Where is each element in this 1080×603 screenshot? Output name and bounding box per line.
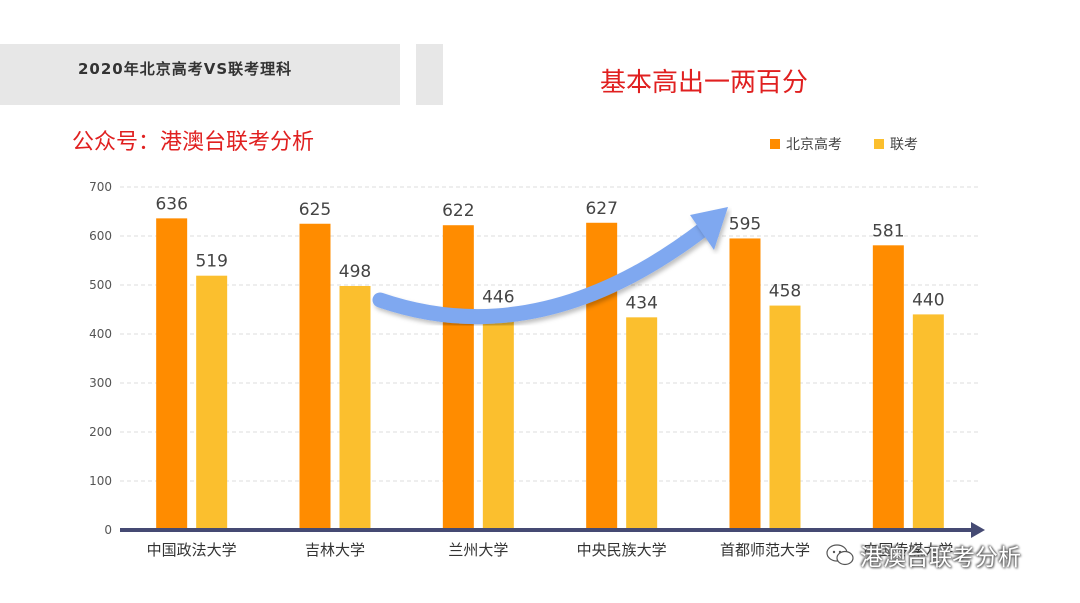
data-label: 434 — [625, 293, 657, 313]
liankao-bar — [482, 311, 514, 530]
beijing-bar — [156, 218, 188, 531]
trend-arrow — [372, 220, 713, 325]
legend-item-liankao: 联考 — [874, 134, 918, 154]
y-tick-label: 600 — [89, 229, 112, 243]
data-label: 498 — [339, 262, 371, 282]
headline: 基本高出一两百分 — [600, 68, 809, 98]
y-tick-label: 200 — [89, 425, 112, 439]
subtitle: 公众号：港澳台联考分析 — [72, 130, 315, 155]
header-band — [0, 44, 400, 105]
liankao-bar — [196, 275, 228, 530]
x-tick-label: 中央民族大学 — [577, 541, 667, 559]
y-tick-label: 500 — [89, 278, 112, 292]
watermark: 港澳台联考分析 — [826, 538, 1021, 572]
x-tick-label: 中国传媒大学 — [863, 541, 953, 559]
liankao-bar — [339, 285, 371, 530]
y-tick-label: 700 — [89, 180, 112, 194]
data-label: 581 — [872, 221, 904, 241]
x-tick-label: 首都师范大学 — [720, 541, 810, 559]
liankao-bar — [769, 305, 801, 530]
legend-item-beijing: 北京高考 — [770, 134, 842, 154]
data-label: 440 — [912, 290, 944, 310]
legend: 北京高考 联考 — [770, 134, 918, 154]
watermark-text: 港澳台联考分析 — [860, 545, 1021, 571]
y-tick-label: 400 — [89, 327, 112, 341]
liankao-bar — [912, 314, 944, 530]
data-label: 519 — [195, 252, 227, 272]
beijing-bar — [586, 222, 618, 530]
data-label: 625 — [299, 200, 331, 220]
wechat-icon — [826, 544, 854, 566]
x-tick-label: 中国政法大学 — [147, 541, 237, 559]
data-label: 446 — [482, 287, 514, 307]
trend-arrowhead — [690, 207, 728, 250]
data-label: 595 — [729, 214, 761, 234]
data-label: 458 — [769, 282, 801, 302]
liankao-bar — [626, 317, 658, 530]
legend-swatch-liankao — [874, 139, 884, 149]
x-axis-arrowhead — [971, 522, 985, 538]
x-tick-label: 吉林大学 — [305, 541, 365, 559]
legend-swatch-beijing — [770, 139, 780, 149]
y-tick-label: 300 — [89, 376, 112, 390]
header-title: 2020年北京高考VS联考理科 — [78, 60, 293, 78]
legend-label-beijing: 北京高考 — [786, 137, 842, 153]
beijing-bar — [299, 223, 331, 530]
x-tick-label: 兰州大学 — [448, 541, 508, 559]
data-label: 636 — [155, 194, 187, 214]
data-label: 627 — [585, 199, 617, 219]
data-label: 622 — [442, 201, 474, 221]
header-band-accent — [416, 44, 443, 105]
y-tick-label: 100 — [89, 474, 112, 488]
beijing-bar — [729, 238, 761, 530]
legend-label-liankao: 联考 — [890, 137, 918, 153]
beijing-bar — [442, 225, 474, 530]
y-tick-label: 0 — [104, 523, 112, 537]
beijing-bar — [872, 245, 904, 530]
